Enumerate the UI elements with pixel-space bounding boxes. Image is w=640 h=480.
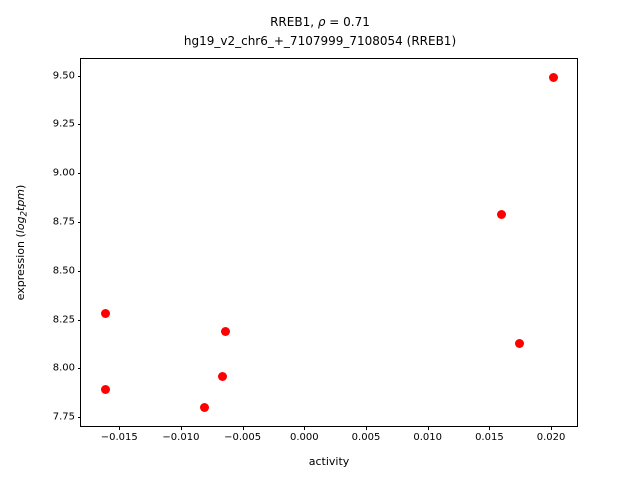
chart-title-gene: RREB1, — [270, 15, 318, 29]
y-axis-tick — [77, 270, 81, 272]
x-axis-tick — [304, 426, 306, 430]
y-axis-tick — [77, 124, 81, 126]
x-axis-tick-label: −0.015 — [100, 432, 138, 443]
scatter-point — [101, 309, 111, 319]
x-axis-tick — [180, 426, 182, 430]
x-axis-tick-label: −0.005 — [224, 432, 262, 443]
scatter-point — [497, 209, 507, 219]
y-axis-label-tpm: tpm — [14, 188, 27, 211]
y-axis-tick-label: 8.50 — [52, 265, 75, 277]
x-axis-tick — [242, 426, 244, 430]
x-axis-tick — [119, 426, 121, 430]
y-axis-tick — [77, 75, 81, 77]
x-axis-tick-label: 0.020 — [536, 432, 566, 443]
y-axis-label-suffix: ) — [14, 184, 27, 189]
y-axis-tick-label: 9.00 — [52, 167, 75, 179]
y-axis-label-log: log — [14, 216, 27, 234]
scatter-point — [549, 73, 559, 83]
chart-title: RREB1, ρ = 0.71 hg19_v2_chr6_+_7107999_7… — [0, 13, 640, 51]
x-axis-tick-label: 0.010 — [413, 432, 443, 443]
x-axis-tick — [489, 426, 491, 430]
x-axis-tick-label: 0.005 — [351, 432, 381, 443]
x-axis-tick-label: −0.010 — [162, 432, 200, 443]
scatter-point — [220, 326, 230, 336]
x-axis-tick — [427, 426, 429, 430]
chart-title-line-2: hg19_v2_chr6_+_7107999_7108054 (RREB1) — [183, 34, 457, 48]
y-axis-tick-label: 8.25 — [52, 314, 75, 326]
y-axis-tick — [77, 368, 81, 370]
chart-title-line-1: RREB1, ρ = 0.71 — [0, 13, 640, 32]
scatter-point — [218, 371, 228, 381]
scatter-point — [514, 338, 524, 348]
scatter-point — [101, 385, 111, 395]
x-axis-tick — [551, 426, 553, 430]
scatter-point — [199, 402, 209, 412]
y-axis-tick-label: 9.50 — [52, 70, 75, 82]
y-axis-tick — [77, 222, 81, 223]
y-axis-tick-label: 8.00 — [52, 362, 75, 374]
plot-data-area — [81, 59, 577, 426]
x-axis-tick — [366, 426, 367, 430]
rho-value: = 0.71 — [325, 15, 370, 29]
y-axis-tick-label: 9.25 — [52, 118, 75, 130]
x-axis-label: activity — [308, 455, 350, 468]
y-axis-label: expression (log2tpm) — [14, 58, 30, 427]
y-axis-tick — [77, 417, 81, 419]
x-axis-tick-label: 0.000 — [289, 432, 319, 443]
y-axis-tick-label: 8.75 — [52, 216, 75, 228]
y-axis-tick-label: 7.75 — [52, 411, 75, 423]
y-axis-label-base: 2 — [19, 211, 30, 217]
y-axis-label-prefix: expression ( — [14, 233, 27, 301]
x-axis-tick-label: 0.015 — [475, 432, 504, 443]
rho-symbol: ρ — [317, 15, 326, 29]
plot-axes: −0.015 −0.010 −0.005 0.000 0.005 0.010 0.015 0.… — [53, 58, 578, 443]
y-axis-tick — [77, 173, 81, 175]
y-axis-tick — [77, 319, 81, 321]
